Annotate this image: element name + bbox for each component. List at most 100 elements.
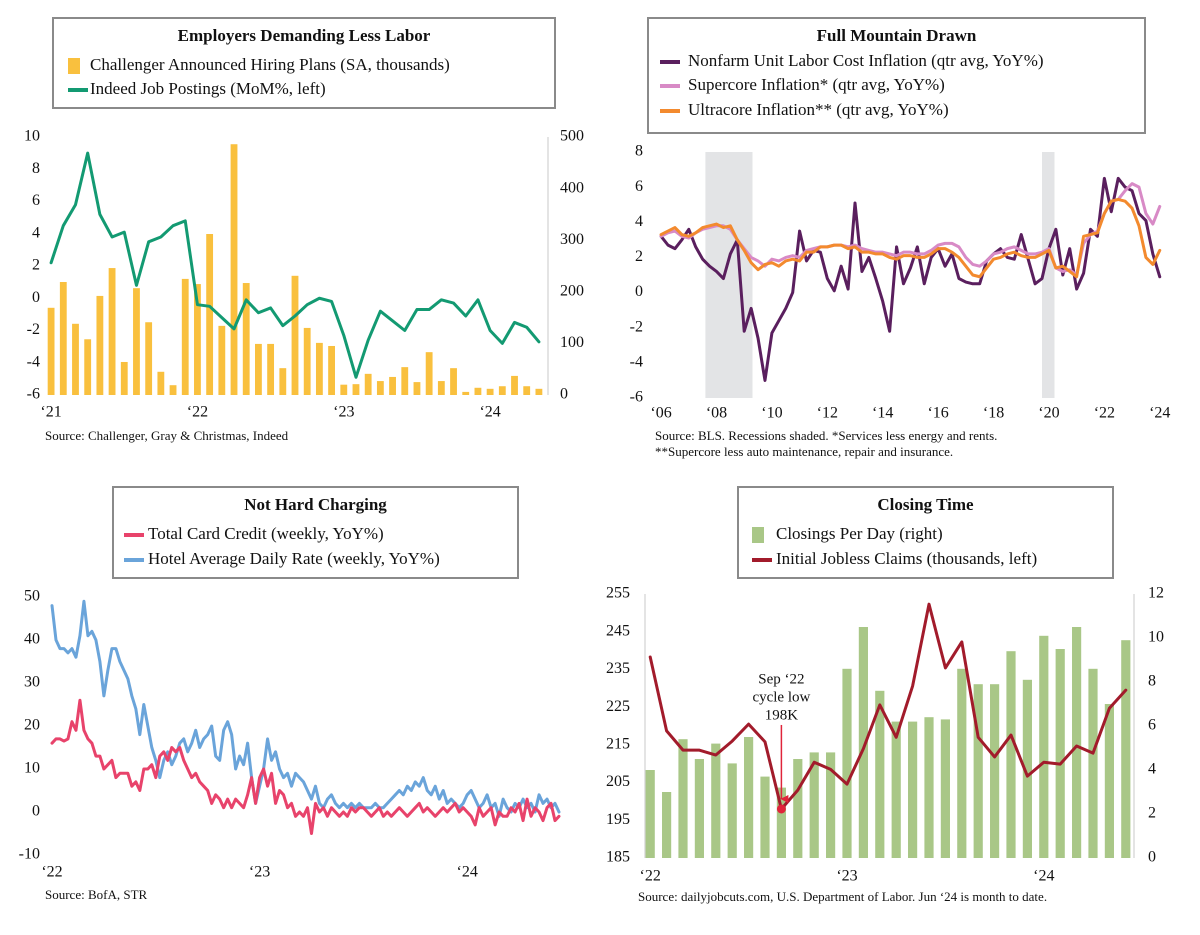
bar [267, 343, 275, 395]
line-series [659, 197, 1162, 279]
chart-title: Employers Demanding Less Labor [178, 26, 431, 45]
line-series [50, 698, 561, 835]
bar [279, 368, 287, 395]
bar [474, 387, 482, 395]
x-tick-label: ‘24 [457, 864, 478, 881]
x-tick-label: ‘23 [249, 864, 270, 881]
bar [776, 787, 786, 858]
bar [678, 739, 688, 858]
bar [990, 684, 1000, 858]
x-tick-label: ‘08 [706, 405, 727, 422]
y-tick-label: 8 [32, 160, 40, 177]
x-tick-label: ‘06 [650, 405, 671, 422]
bar [169, 385, 177, 395]
recession-band [1042, 152, 1055, 398]
y-tick-label: 20 [24, 717, 40, 734]
bar [875, 690, 885, 858]
bar [401, 367, 409, 395]
bar [498, 386, 506, 395]
y-tick-label: -4 [630, 354, 643, 371]
y-tick-label: 215 [606, 736, 630, 753]
y-tick-label: -4 [27, 353, 40, 370]
y2-tick-label: 10 [1148, 629, 1164, 646]
bar [809, 752, 819, 858]
bar [72, 323, 79, 395]
line-series [50, 599, 561, 818]
bar [891, 721, 901, 858]
bar [450, 368, 457, 395]
y-tick-label: 2 [32, 257, 40, 274]
bar [1055, 649, 1065, 858]
line-series [659, 176, 1162, 382]
chart-title: Closing Time [877, 495, 974, 514]
x-tick-label: ‘24 [479, 404, 500, 421]
y2-tick-label: 4 [1148, 761, 1156, 778]
source-note: Source: BLS. Recessions shaded. *Service… [655, 428, 997, 443]
bar [486, 388, 494, 395]
y-tick-label: 0 [635, 283, 643, 300]
bar [793, 759, 803, 858]
legend-box [737, 486, 1114, 579]
x-tick-label: ‘21 [40, 404, 61, 421]
y-tick-label: 2 [635, 248, 643, 265]
x-tick-label: ‘23 [836, 868, 857, 885]
y-tick-label: 50 [24, 588, 40, 605]
bar [376, 381, 384, 395]
x-tick-label: ‘16 [927, 405, 948, 422]
bar [206, 234, 214, 395]
bar [645, 770, 655, 858]
x-tick-label: ‘20 [1038, 405, 1059, 422]
y2-tick-label: 200 [560, 282, 584, 299]
bar [842, 668, 852, 858]
y-tick-label: 6 [32, 192, 40, 209]
y-tick-label: 4 [32, 224, 40, 241]
y-tick-label: 6 [635, 178, 643, 195]
bar [181, 278, 189, 395]
legend-swatch [68, 58, 80, 74]
y-tick-label: 8 [635, 143, 643, 160]
y-tick-label: 0 [32, 289, 40, 306]
bar [47, 307, 55, 395]
source-note: **Supercore less auto maintenance, repai… [655, 444, 953, 459]
bar [255, 343, 262, 395]
legend-box [112, 486, 519, 579]
x-tick-label: ‘18 [983, 405, 1004, 422]
x-tick-label: ‘12 [817, 405, 838, 422]
y-tick-label: 0 [32, 803, 40, 820]
bar [662, 792, 672, 858]
legend-label: Closings Per Day (right) [776, 524, 943, 543]
panel: Not Hard Charging Total Card Credit (week… [19, 486, 561, 902]
y-tick-label: 195 [606, 811, 630, 828]
legend-swatch [752, 527, 764, 543]
bar [1022, 679, 1032, 858]
bar [535, 388, 543, 395]
bar [940, 719, 950, 858]
legend-box [52, 17, 556, 109]
legend-label: Nonfarm Unit Labor Cost Inflation (qtr a… [688, 51, 1044, 70]
bar [133, 288, 140, 395]
x-tick-label: ‘22 [41, 864, 62, 881]
bar [340, 384, 348, 395]
recession-band [705, 152, 753, 398]
bar [328, 345, 335, 395]
y2-tick-label: 0 [1148, 849, 1156, 866]
bar [826, 752, 836, 858]
bar [315, 342, 323, 395]
bar [1039, 635, 1049, 858]
bar [711, 743, 721, 858]
bar [352, 384, 360, 395]
x-tick-label: ‘23 [333, 404, 354, 421]
bar [120, 361, 128, 395]
chart-title: Not Hard Charging [244, 495, 387, 514]
bar [694, 759, 704, 858]
bar [389, 376, 396, 395]
bar [145, 322, 153, 395]
annotation-text: 198K [765, 707, 799, 723]
bar [194, 284, 201, 395]
y-tick-label: 185 [606, 849, 630, 866]
bar [157, 371, 165, 395]
y2-tick-label: 100 [560, 334, 584, 351]
bar [84, 339, 92, 395]
